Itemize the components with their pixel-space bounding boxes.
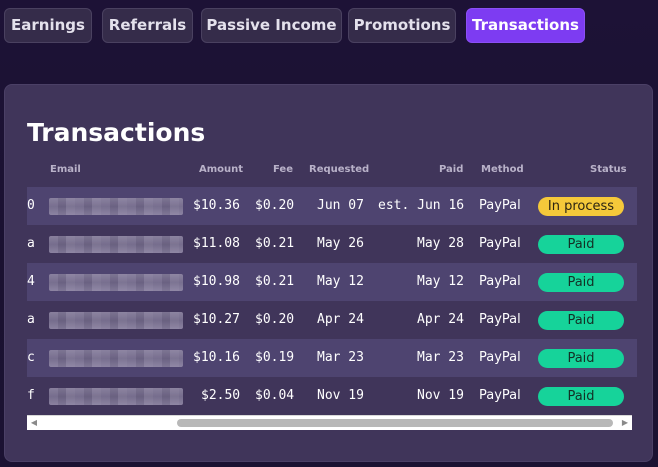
requested-cell: May 12: [317, 274, 364, 289]
email-redacted: [49, 274, 183, 291]
amount-cell: $11.08: [193, 236, 240, 251]
method-cell: PayPal: [479, 350, 521, 365]
column-header-requested: Requested: [309, 164, 370, 175]
method-cell: PayPal: [479, 312, 521, 327]
status-badge: Paid: [538, 387, 624, 406]
amount-cell: $10.98: [193, 274, 240, 289]
row-id: 0: [27, 198, 35, 213]
amount-cell: $10.27: [193, 312, 240, 327]
table-row[interactable]: a $11.08 $0.21 May 26 May 28 PayPal Paid: [27, 225, 637, 263]
fee-cell: $0.04: [255, 388, 295, 403]
row-id: a: [27, 312, 35, 327]
status-badge: In process: [538, 197, 624, 216]
status-badge: Paid: [538, 349, 624, 368]
table-row[interactable]: 0 $10.36 $0.20 Jun 07 est. Jun 16 PayPal…: [27, 187, 637, 225]
email-redacted: [49, 236, 183, 253]
requested-cell: Mar 23: [317, 350, 364, 365]
paid-cell: May 28: [417, 236, 464, 251]
panel-title: Transactions: [27, 118, 206, 147]
column-header-email: Email: [50, 164, 81, 175]
column-header-fee: Fee: [273, 164, 293, 175]
requested-cell: May 26: [317, 236, 364, 251]
row-id: f: [27, 388, 35, 403]
table-row[interactable]: 4 $10.98 $0.21 May 12 May 12 PayPal Paid: [27, 263, 637, 301]
column-header-status: Status: [590, 164, 627, 175]
status-badge: Paid: [538, 235, 624, 254]
fee-cell: $0.21: [255, 236, 295, 251]
scrollbar-thumb[interactable]: [177, 419, 613, 427]
paid-cell: May 12: [417, 274, 464, 289]
email-redacted: [49, 388, 183, 405]
requested-cell: Nov 19: [317, 388, 364, 403]
tab-promotions[interactable]: Promotions: [348, 8, 456, 43]
column-header-amount: Amount: [199, 164, 244, 175]
table-row[interactable]: f $2.50 $0.04 Nov 19 Nov 19 PayPal Paid: [27, 377, 637, 415]
transactions-panel: Transactions Email Amount Fee Requested …: [4, 84, 653, 462]
status-badge: Paid: [538, 273, 624, 292]
horizontal-scrollbar[interactable]: ◀ ▶: [27, 415, 632, 430]
amount-cell: $2.50: [201, 388, 241, 403]
email-redacted: [49, 312, 183, 329]
chevron-left-icon[interactable]: ◀: [30, 418, 38, 427]
column-header-paid: Paid: [439, 164, 464, 175]
email-redacted: [49, 198, 183, 215]
fee-cell: $0.19: [255, 350, 295, 365]
fee-cell: $0.20: [255, 312, 295, 327]
method-cell: PayPal: [479, 274, 521, 289]
method-cell: PayPal: [479, 198, 521, 213]
status-badge: Paid: [538, 311, 624, 330]
table-row[interactable]: c $10.16 $0.19 Mar 23 Mar 23 PayPal Paid: [27, 339, 637, 377]
row-id: c: [27, 350, 35, 365]
row-id: 4: [27, 274, 35, 289]
fee-cell: $0.21: [255, 274, 295, 289]
method-cell: PayPal: [479, 236, 521, 251]
table-row[interactable]: a $10.27 $0.20 Apr 24 Apr 24 PayPal Paid: [27, 301, 637, 339]
amount-cell: $10.16: [193, 350, 240, 365]
column-header-method: Method: [481, 164, 524, 175]
fee-cell: $0.20: [255, 198, 295, 213]
tab-earnings[interactable]: Earnings: [4, 8, 92, 43]
tab-passive-income[interactable]: Passive Income: [201, 8, 342, 43]
requested-cell: Apr 24: [317, 312, 364, 327]
paid-cell: Apr 24: [417, 312, 464, 327]
requested-cell: Jun 07: [317, 198, 364, 213]
paid-cell: Mar 23: [417, 350, 464, 365]
paid-cell: Nov 19: [417, 388, 464, 403]
method-cell: PayPal: [479, 388, 521, 403]
tab-referrals[interactable]: Referrals: [102, 8, 193, 43]
paid-cell: est. Jun 16: [378, 198, 465, 213]
email-redacted: [49, 350, 183, 367]
amount-cell: $10.36: [193, 198, 240, 213]
row-id: a: [27, 236, 35, 251]
chevron-right-icon[interactable]: ▶: [621, 418, 629, 427]
tab-transactions[interactable]: Transactions: [466, 8, 585, 43]
